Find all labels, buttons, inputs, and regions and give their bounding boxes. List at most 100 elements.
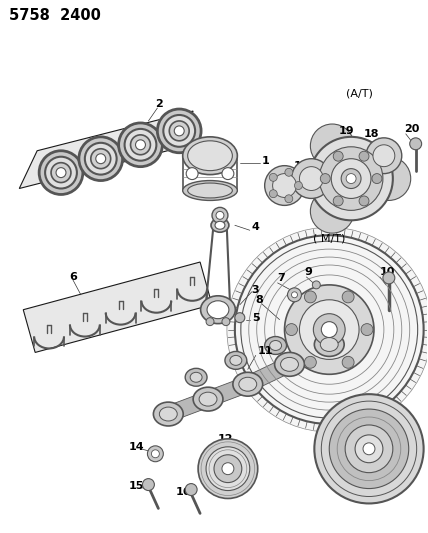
Circle shape <box>158 109 201 153</box>
Text: (A/T): (A/T) <box>346 88 372 98</box>
Circle shape <box>269 190 277 198</box>
Circle shape <box>185 483 197 496</box>
Text: 13: 13 <box>389 459 404 469</box>
Circle shape <box>206 447 250 490</box>
Circle shape <box>359 151 369 161</box>
Circle shape <box>291 292 297 298</box>
Ellipse shape <box>215 221 225 229</box>
Text: 8: 8 <box>256 295 264 305</box>
Circle shape <box>227 227 428 432</box>
Circle shape <box>367 157 411 200</box>
Text: 18: 18 <box>364 129 380 139</box>
Circle shape <box>314 394 424 504</box>
Circle shape <box>300 300 359 359</box>
Ellipse shape <box>185 368 207 386</box>
Circle shape <box>169 121 189 141</box>
Polygon shape <box>205 377 250 407</box>
Circle shape <box>361 324 373 336</box>
Circle shape <box>285 324 297 336</box>
Circle shape <box>222 168 234 180</box>
Circle shape <box>198 439 258 498</box>
Ellipse shape <box>201 296 235 324</box>
Circle shape <box>345 425 393 473</box>
Text: 4: 4 <box>252 222 260 232</box>
Text: 12: 12 <box>218 434 234 444</box>
Ellipse shape <box>225 351 247 369</box>
Ellipse shape <box>239 377 257 391</box>
Circle shape <box>125 129 156 160</box>
Circle shape <box>79 137 122 181</box>
Circle shape <box>91 149 111 168</box>
Circle shape <box>147 446 163 462</box>
Circle shape <box>288 288 301 302</box>
Circle shape <box>359 196 369 206</box>
Circle shape <box>291 159 331 198</box>
Circle shape <box>312 281 320 289</box>
Circle shape <box>410 138 422 150</box>
Ellipse shape <box>153 402 183 426</box>
Circle shape <box>206 318 214 326</box>
Circle shape <box>96 154 106 164</box>
Circle shape <box>235 313 245 322</box>
Circle shape <box>319 147 383 211</box>
Circle shape <box>56 168 66 177</box>
Circle shape <box>143 479 155 490</box>
Circle shape <box>329 409 409 489</box>
Circle shape <box>136 140 146 150</box>
Polygon shape <box>19 111 193 189</box>
Text: 18: 18 <box>294 160 309 171</box>
Circle shape <box>131 135 150 155</box>
Text: 15: 15 <box>128 481 144 490</box>
Polygon shape <box>166 392 211 422</box>
Ellipse shape <box>187 183 232 198</box>
Ellipse shape <box>183 181 238 200</box>
Circle shape <box>269 173 277 181</box>
Circle shape <box>216 212 224 219</box>
Circle shape <box>333 151 343 161</box>
Circle shape <box>331 159 371 198</box>
Text: 10: 10 <box>380 267 395 277</box>
Text: 17: 17 <box>266 181 281 190</box>
Ellipse shape <box>193 387 223 411</box>
Circle shape <box>342 357 354 368</box>
Circle shape <box>373 145 395 167</box>
Circle shape <box>310 189 354 233</box>
Circle shape <box>51 163 71 182</box>
Ellipse shape <box>230 356 242 365</box>
Circle shape <box>285 285 374 374</box>
Circle shape <box>174 126 184 136</box>
Text: 14: 14 <box>128 442 144 452</box>
Text: 16: 16 <box>175 487 191 497</box>
Circle shape <box>119 123 162 167</box>
Circle shape <box>383 272 395 284</box>
Ellipse shape <box>199 392 217 406</box>
Circle shape <box>39 151 83 195</box>
Ellipse shape <box>187 141 232 171</box>
Circle shape <box>294 182 303 190</box>
Circle shape <box>363 443 375 455</box>
Polygon shape <box>244 357 293 391</box>
Text: 7: 7 <box>278 273 285 283</box>
Ellipse shape <box>265 336 286 354</box>
Circle shape <box>320 174 330 183</box>
Ellipse shape <box>211 219 229 232</box>
Circle shape <box>85 143 117 175</box>
Ellipse shape <box>207 301 229 319</box>
Circle shape <box>341 168 361 189</box>
Circle shape <box>366 138 402 174</box>
Ellipse shape <box>183 137 238 175</box>
Ellipse shape <box>233 373 263 396</box>
Text: 1: 1 <box>262 156 270 166</box>
Circle shape <box>346 174 356 183</box>
Text: 5: 5 <box>252 313 259 322</box>
Circle shape <box>304 291 316 303</box>
Polygon shape <box>286 337 333 372</box>
Text: 2: 2 <box>155 99 163 109</box>
Circle shape <box>45 157 77 189</box>
Ellipse shape <box>159 407 177 421</box>
Text: 5758  2400: 5758 2400 <box>9 8 101 23</box>
Circle shape <box>342 291 354 303</box>
Ellipse shape <box>281 358 298 372</box>
Circle shape <box>355 435 383 463</box>
Text: 3: 3 <box>252 285 259 295</box>
